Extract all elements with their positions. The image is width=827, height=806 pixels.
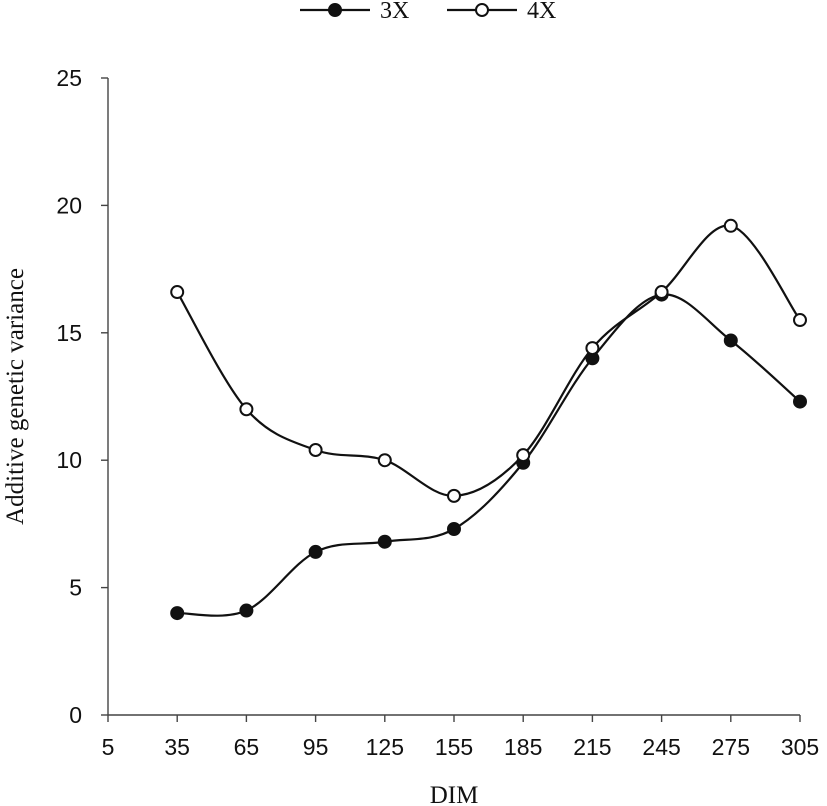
y-tick-label: 15 — [56, 320, 82, 346]
data-point-4x — [516, 448, 531, 463]
legend-item-3x: 3X — [300, 0, 409, 24]
x-tick-label: 275 — [712, 734, 750, 760]
data-point-3x — [723, 333, 738, 348]
y-ticks: 0 5 10 15 20 25 — [56, 65, 108, 728]
axes — [107, 78, 800, 716]
legend: 3X 4X — [300, 0, 556, 24]
data-point-3x — [170, 606, 185, 621]
series-4x — [170, 218, 807, 503]
legend-label: 4X — [527, 0, 556, 24]
data-point-3x — [308, 544, 323, 559]
x-tick-label: 5 — [102, 734, 115, 760]
x-tick-label: 65 — [234, 734, 260, 760]
data-point-3x — [793, 394, 807, 409]
x-ticks: 5 35 65 95 125 155 185 215 245 275 305 — [102, 715, 819, 760]
x-tick-label: 305 — [781, 734, 819, 760]
x-tick-label: 215 — [573, 734, 611, 760]
x-tick-label: 125 — [366, 734, 404, 760]
data-point-4x — [793, 313, 807, 328]
series-group — [170, 218, 807, 621]
legend-item-4x: 4X — [447, 0, 556, 24]
data-point-3x — [239, 603, 254, 618]
legend-marker — [328, 3, 342, 17]
series-3x — [170, 287, 807, 621]
data-point-3x — [447, 521, 461, 536]
y-tick-label: 10 — [56, 447, 82, 473]
data-point-4x — [447, 488, 461, 503]
y-tick-label: 5 — [69, 575, 82, 601]
y-tick-label: 20 — [56, 192, 82, 218]
legend-marker — [475, 3, 489, 17]
data-point-4x — [654, 285, 669, 300]
x-axis-title: DIM — [430, 782, 479, 806]
series-line-3x — [177, 293, 801, 617]
x-tick-label: 35 — [164, 734, 190, 760]
data-point-4x — [723, 218, 738, 233]
y-tick-label: 0 — [69, 702, 82, 728]
data-point-4x — [308, 443, 323, 458]
x-tick-label: 245 — [642, 734, 680, 760]
data-point-3x — [377, 534, 392, 549]
data-point-4x — [170, 285, 185, 300]
x-tick-label: 95 — [303, 734, 329, 760]
x-tick-label: 155 — [435, 734, 473, 760]
data-point-4x — [585, 341, 600, 356]
data-point-4x — [239, 402, 254, 417]
legend-label: 3X — [380, 0, 409, 24]
data-point-4x — [377, 453, 392, 468]
y-tick-label: 25 — [56, 65, 82, 91]
y-axis-title: Additive genetic variance — [2, 268, 29, 525]
x-tick-label: 185 — [504, 734, 542, 760]
series-line-4x — [176, 224, 801, 497]
